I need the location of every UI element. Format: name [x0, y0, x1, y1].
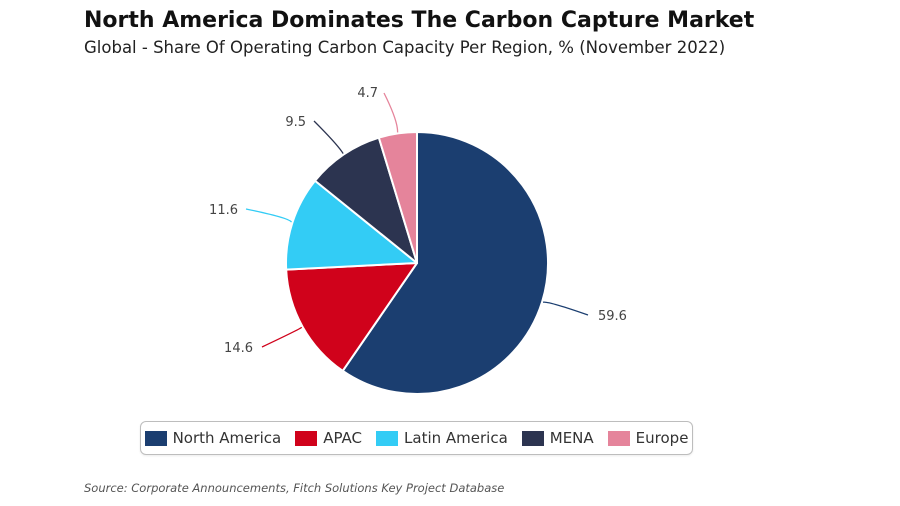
legend-item-north-america: North America: [144, 429, 282, 447]
leader-line-north-america: [542, 301, 589, 316]
legend-label: North America: [172, 429, 282, 447]
data-label-north-america: 59.6: [598, 309, 627, 324]
leader-line-latin-america: [245, 208, 293, 223]
chart-title: North America Dominates The Carbon Captu…: [84, 8, 755, 33]
legend-swatch: [144, 430, 167, 446]
source-note: Source: Corporate Announcements, Fitch S…: [84, 481, 505, 495]
data-label-europe: 4.7: [357, 86, 378, 101]
legend-swatch: [607, 430, 630, 446]
data-label-apac: 14.6: [224, 341, 253, 356]
pie-slice-europe: [377, 131, 418, 264]
legend-item-apac: APAC: [295, 429, 362, 447]
legend-swatch: [521, 430, 544, 446]
pie-slice-north-america: [341, 131, 549, 395]
legend-item-europe: Europe: [607, 429, 689, 447]
chart-legend: North America APAC Latin America MENA Europe: [140, 421, 693, 455]
pie-chart: 59.6 14.6 11.6 9.5 4.7: [209, 86, 627, 395]
pie-slice-apac: [285, 262, 418, 372]
legend-label: APAC: [323, 429, 363, 447]
data-label-latin-america: 11.6: [209, 203, 238, 218]
legend-swatch: [376, 430, 399, 446]
legend-label: Latin America: [404, 429, 508, 447]
pie-slice-mena: [314, 136, 418, 264]
leader-line-apac: [261, 326, 303, 348]
legend-item-mena: MENA: [521, 429, 594, 447]
data-label-mena: 9.5: [285, 115, 306, 130]
leader-line-europe: [383, 92, 399, 133]
pie-slice-latin-america: [285, 179, 418, 271]
legend-label: Europe: [635, 429, 689, 447]
legend-item-latin-america: Latin America: [376, 429, 508, 447]
leader-line-mena: [313, 120, 344, 154]
legend-label: MENA: [549, 429, 594, 447]
chart-subtitle: Global - Share Of Operating Carbon Capac…: [84, 38, 726, 57]
legend-swatch: [295, 430, 318, 446]
